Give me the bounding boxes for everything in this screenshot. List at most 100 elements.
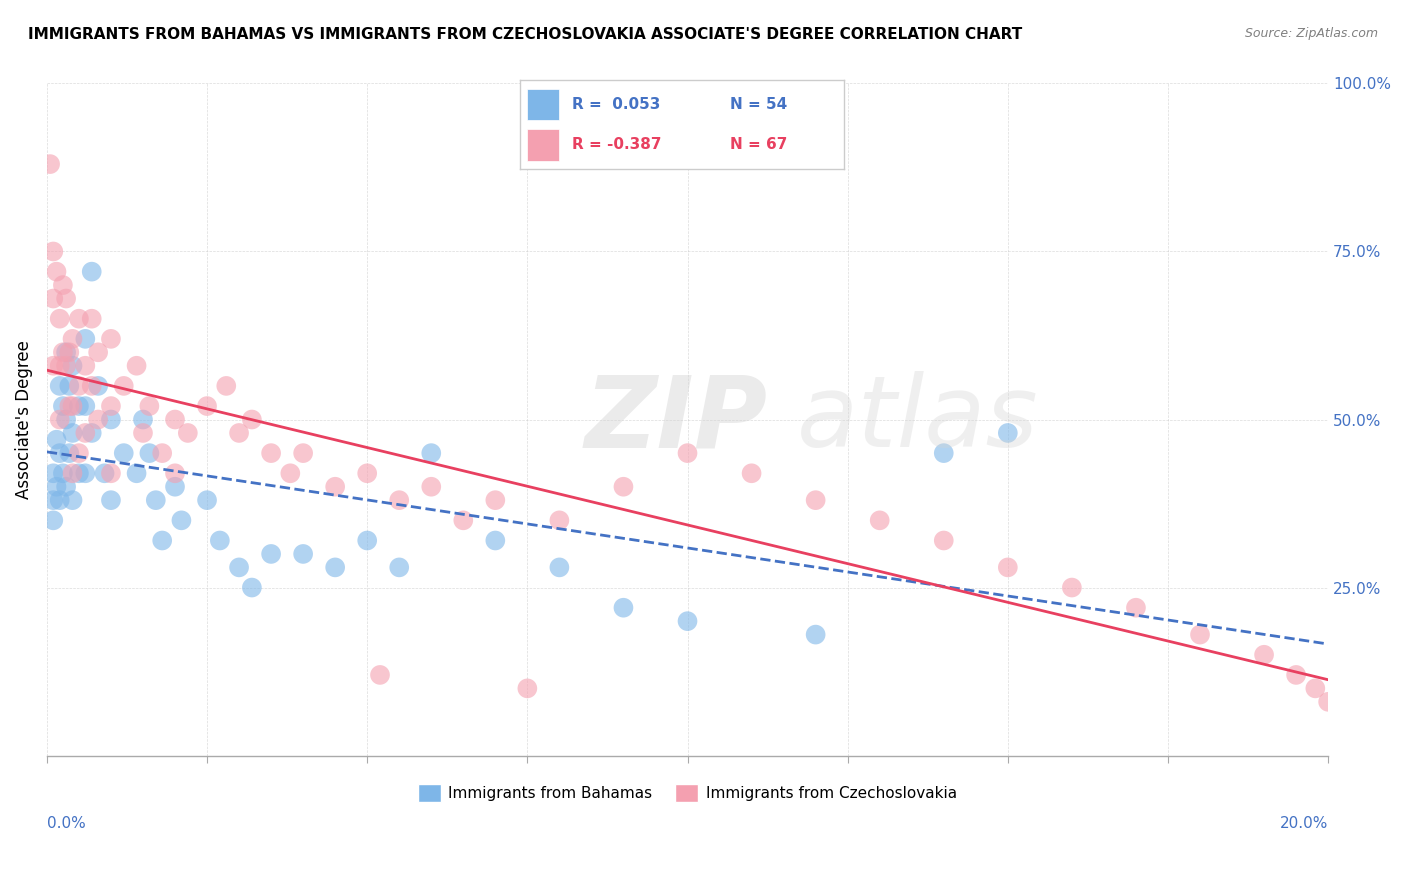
Point (388, 560, 411, 574)
Point (39, 157, 62, 171)
Point (55, 345, 77, 359)
Point (163, 467, 186, 481)
Point (1317, 695, 1340, 709)
Point (125, 467, 148, 481)
Text: R = -0.387: R = -0.387 (572, 137, 661, 152)
Point (208, 533, 231, 548)
Point (420, 446, 443, 460)
Point (260, 547, 283, 561)
Point (1285, 668, 1308, 682)
Point (484, 533, 506, 548)
Point (58, 379, 80, 393)
Point (62, 359, 84, 373)
Text: N = 67: N = 67 (731, 137, 787, 152)
Text: ZIP: ZIP (585, 371, 768, 468)
Point (240, 581, 263, 595)
Point (292, 446, 315, 460)
Point (150, 446, 173, 460)
Point (48, 311, 70, 326)
Point (52, 345, 75, 359)
Point (804, 627, 827, 641)
Point (58, 399, 80, 413)
Point (42, 467, 65, 481)
Point (150, 533, 173, 548)
Point (612, 480, 634, 494)
Point (215, 379, 238, 393)
Text: 0.0%: 0.0% (46, 816, 86, 831)
Text: R =  0.053: R = 0.053 (572, 97, 661, 112)
Point (1125, 600, 1147, 615)
Point (52, 399, 75, 413)
Point (138, 446, 160, 460)
Point (62, 399, 84, 413)
Point (1305, 681, 1327, 696)
Point (260, 446, 283, 460)
Point (163, 480, 186, 494)
Point (100, 332, 122, 346)
Point (388, 493, 411, 508)
Point (52, 278, 75, 293)
Bar (527, 89, 560, 120)
Point (163, 412, 186, 426)
Point (48, 493, 70, 508)
Legend: Immigrants from Bahamas, Immigrants from Czechoslovakia: Immigrants from Bahamas, Immigrants from… (412, 778, 963, 808)
Point (869, 513, 891, 527)
Point (42, 244, 65, 259)
Point (75, 332, 97, 346)
Point (58, 446, 80, 460)
Point (45, 480, 67, 494)
Point (112, 379, 135, 393)
Point (132, 425, 155, 440)
Point (368, 668, 391, 682)
Point (548, 560, 571, 574)
Point (356, 467, 378, 481)
Point (62, 425, 84, 440)
Point (741, 467, 763, 481)
Point (484, 493, 506, 508)
Point (42, 359, 65, 373)
Point (42, 513, 65, 527)
Point (48, 412, 70, 426)
Text: atlas: atlas (796, 371, 1038, 468)
Point (112, 446, 135, 460)
Point (195, 399, 218, 413)
Point (170, 513, 193, 527)
Point (676, 446, 699, 460)
Point (80, 379, 103, 393)
Point (1188, 627, 1211, 641)
Point (67, 311, 90, 326)
Point (1253, 648, 1275, 662)
Point (52, 467, 75, 481)
Point (67, 446, 90, 460)
Point (676, 614, 699, 628)
Point (195, 493, 218, 508)
Point (548, 513, 571, 527)
Point (55, 292, 77, 306)
Y-axis label: Associate's Degree: Associate's Degree (15, 340, 32, 499)
Point (932, 446, 955, 460)
Point (804, 493, 827, 508)
Point (932, 533, 955, 548)
Point (80, 311, 103, 326)
Point (453, 513, 475, 527)
Point (80, 425, 103, 440)
Point (228, 560, 250, 574)
Point (58, 345, 80, 359)
Point (42, 493, 65, 508)
Point (132, 412, 155, 426)
Point (67, 399, 90, 413)
Point (100, 399, 122, 413)
Point (997, 560, 1019, 574)
Point (55, 480, 77, 494)
Point (93, 467, 115, 481)
Point (323, 560, 346, 574)
Bar (527, 129, 560, 161)
Point (45, 265, 67, 279)
Point (42, 292, 65, 306)
Point (67, 467, 90, 481)
Point (62, 493, 84, 508)
Point (100, 493, 122, 508)
Point (516, 681, 538, 696)
Point (240, 412, 263, 426)
Point (100, 412, 122, 426)
